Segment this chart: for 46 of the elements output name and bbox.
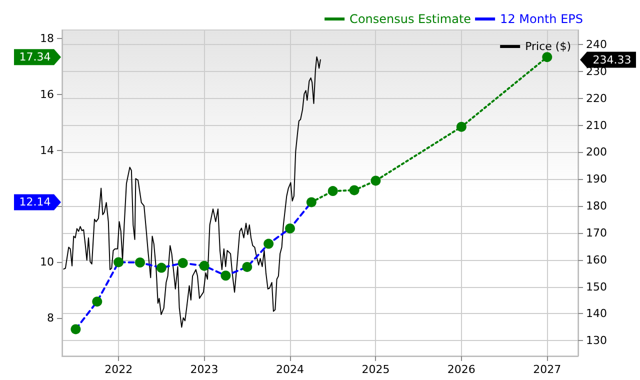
point [285,223,295,234]
line-series [63,56,321,328]
point [220,270,231,281]
text: 17.34 [19,50,51,64]
text: 12.14 [19,196,51,209]
point [264,238,274,249]
y2-tick-label: 220 [586,92,607,105]
point [114,257,124,268]
y2-tick-label: 170 [586,226,607,240]
y2-tick-label: 160 [586,253,607,266]
y-tick-label: 16 [40,88,54,101]
point [306,197,316,208]
y-tick-label: 14 [40,144,54,157]
y2-tick-label: 130 [586,334,607,348]
y-tick-label: 18 [40,32,54,46]
point [328,186,338,196]
x-tick-label: 2022 [104,363,133,376]
y2-tick-label: 140 [586,307,607,320]
text: 234.33 [592,53,632,66]
y2-tick-label: 190 [586,172,607,186]
y2-tick-label: 200 [586,146,607,159]
x-tick-label: 2023 [190,363,218,376]
point [456,122,466,132]
point [242,262,252,272]
y2-tick-label: 150 [586,280,607,294]
point [92,296,102,307]
y2-tick-label: 180 [586,200,607,213]
x-tick-label: 2025 [362,363,390,376]
point [542,52,552,62]
legend-label: Price ($) [525,40,572,53]
point [178,258,188,268]
x-tick-label: 2026 [447,363,476,376]
legend-label: Consensus Estimate [350,12,472,26]
point [370,176,381,186]
point [349,185,360,196]
point [156,262,166,273]
x-tick-label: 2024 [276,363,304,376]
point [135,258,145,268]
y2-tick-label: 210 [586,118,607,132]
y-tick-label: 8 [47,311,54,324]
point [199,260,210,271]
x-tick-label: 2027 [533,363,562,376]
y2-tick-label: 240 [586,38,607,52]
legend-label: 12 Month EPS [500,12,584,26]
y-tick-label: 10 [40,255,54,268]
point [70,324,81,334]
